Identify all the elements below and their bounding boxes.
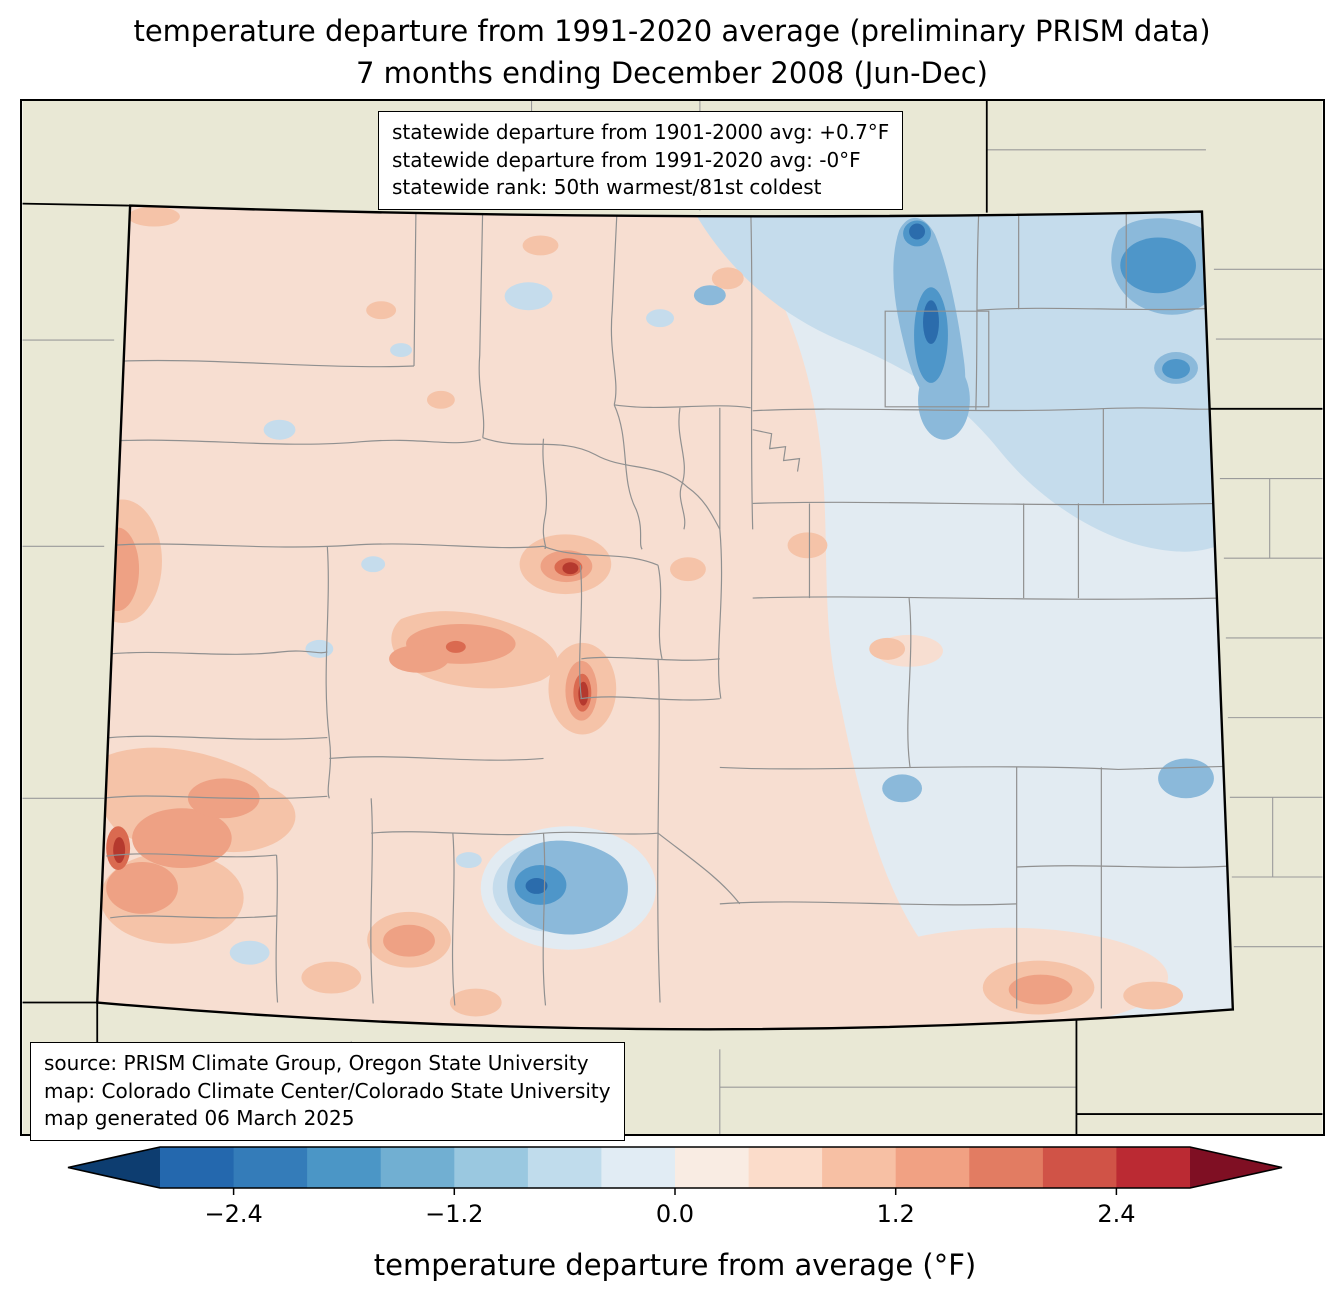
colorado-temperature-map <box>22 101 1323 1134</box>
colorbar-svg: −2.4 −1.2 0.0 1.2 2.4 temperature depart… <box>67 1146 1283 1282</box>
statewide-stats-box: statewide departure from 1901-2000 avg: … <box>378 111 904 210</box>
title-line-2: 7 months ending December 2008 (Jun-Dec) <box>356 56 988 91</box>
colorbar-segment <box>1116 1147 1190 1188</box>
temperature-field <box>97 205 1233 1030</box>
title-line-1: temperature departure from 1991-2020 ave… <box>133 14 1211 48</box>
stats-line-3: statewide rank: 50th warmest/81st coldes… <box>392 175 822 200</box>
neighbor-state-borders <box>22 101 1323 1134</box>
colorbar-over-arrow <box>1190 1147 1282 1188</box>
colorbar-segment <box>454 1147 529 1188</box>
colorbar-segment <box>895 1147 970 1188</box>
figure-title: temperature departure from 1991-2020 ave… <box>0 10 1344 94</box>
colorbar-segment <box>601 1147 676 1188</box>
colorbar-tick-label: −1.2 <box>425 1200 483 1228</box>
colorbar-segment <box>822 1147 897 1188</box>
colorbar-segment <box>748 1147 823 1188</box>
colorbar-tick-label: 0.0 <box>656 1200 694 1228</box>
source-line-1: source: PRISM Climate Group, Oregon Stat… <box>44 1051 589 1075</box>
colorbar-outline <box>67 1146 1283 1189</box>
county-lines <box>100 206 1230 1009</box>
colorbar-segment <box>527 1147 603 1188</box>
colorbar-segment <box>307 1147 382 1188</box>
colorbar-under-arrow <box>68 1147 160 1188</box>
colorbar-axis-label: temperature departure from average (°F) <box>374 1248 976 1282</box>
colorbar-tick-label: −2.4 <box>204 1200 262 1228</box>
stats-line-2: statewide departure from 1991-2020 avg: … <box>392 147 861 172</box>
colorbar-tick-label: 1.2 <box>877 1200 915 1228</box>
stats-line-1: statewide departure from 1901-2000 avg: … <box>392 120 890 144</box>
colorbar-tick-label: 2.4 <box>1097 1200 1135 1228</box>
colorbar-segment <box>969 1147 1044 1188</box>
colorbar-segment <box>675 1147 750 1188</box>
colorbar-segment <box>160 1147 235 1188</box>
source-line-2: map: Colorado Climate Center/Colorado St… <box>44 1078 611 1103</box>
source-line-3: map generated 06 March 2025 <box>44 1106 355 1131</box>
source-credits-box: source: PRISM Climate Group, Oregon Stat… <box>30 1042 625 1141</box>
dark-red-spots <box>113 562 589 864</box>
colorado-state-border <box>95 204 1235 1031</box>
colorbar: −2.4 −1.2 0.0 1.2 2.4 temperature depart… <box>20 1140 1325 1299</box>
map-axes <box>20 99 1325 1136</box>
colorbar-segment <box>380 1147 455 1188</box>
colorbar-segment <box>1042 1147 1118 1188</box>
colorbar-segment <box>233 1147 308 1188</box>
